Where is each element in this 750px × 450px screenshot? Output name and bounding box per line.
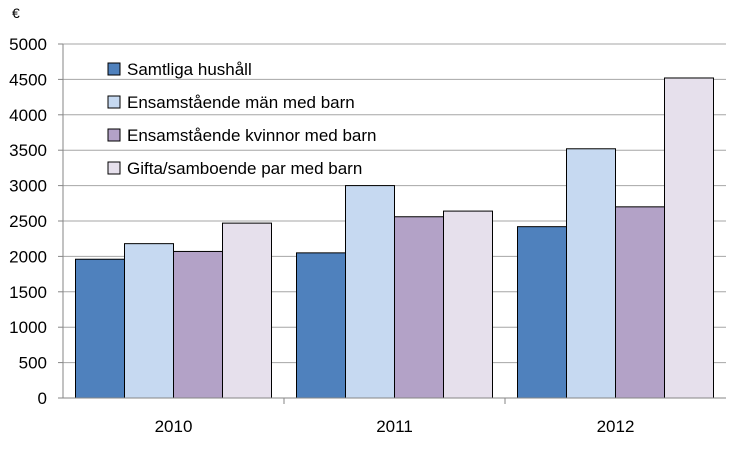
bar-2011-series-4 [443, 210, 493, 399]
legend-label-series-2: Ensamstående män med barn [127, 93, 355, 112]
bar-2012-series-4 [664, 77, 714, 399]
legend-label-series-4: Gifta/samboende par med barn [127, 159, 362, 178]
bar-2011-series-3 [394, 216, 444, 399]
legend-swatch-series-4 [107, 161, 121, 175]
x-tick-labels: 2010 2011 2012 [155, 417, 635, 436]
y-axis-unit-label: € [12, 5, 20, 21]
bars-group [75, 77, 714, 399]
bar-2010-series-1 [75, 258, 125, 399]
legend-label-series-1: Samtliga hushåll [127, 60, 252, 79]
legend-swatch-series-1 [107, 62, 121, 76]
bar-2012-series-1 [517, 226, 567, 399]
y-tick-label: 3500 [9, 141, 47, 160]
y-tick-label: 2000 [9, 247, 47, 266]
bar-2012-series-3 [615, 206, 665, 399]
y-tick-label: 2500 [9, 212, 47, 231]
bar-2011-series-1 [296, 252, 346, 399]
y-tick-label: 3000 [9, 177, 47, 196]
bar-2010-series-4 [222, 222, 272, 399]
legend-swatch-series-3 [107, 128, 121, 142]
legend: Samtliga hushåll Ensamstående män med bar… [107, 60, 376, 178]
bar-2010-series-3 [173, 250, 223, 399]
y-tick-label: 1500 [9, 283, 47, 302]
axes [62, 44, 726, 399]
bar-2012-series-2 [566, 148, 616, 399]
bar-2011-series-2 [345, 185, 395, 399]
y-tick-label: 0 [38, 389, 47, 408]
x-tick-label: 2011 [376, 417, 413, 436]
legend-swatch-series-2 [107, 95, 121, 109]
y-tick-labels: 0 500 1000 1500 2000 2500 3000 3500 4000 4500 5000 [9, 35, 47, 408]
y-tick-label: 1000 [9, 318, 47, 337]
y-tick-label: 5000 [9, 35, 47, 54]
x-tick-label: 2012 [597, 417, 635, 436]
y-tick-label: 500 [19, 354, 47, 373]
y-tick-label: 4000 [9, 106, 47, 125]
y-tick-label: 4500 [9, 70, 47, 89]
bar-2010-series-2 [124, 243, 174, 399]
legend-label-series-3: Ensamstående kvinnor med barn [127, 126, 376, 145]
x-tick-label: 2010 [155, 417, 193, 436]
